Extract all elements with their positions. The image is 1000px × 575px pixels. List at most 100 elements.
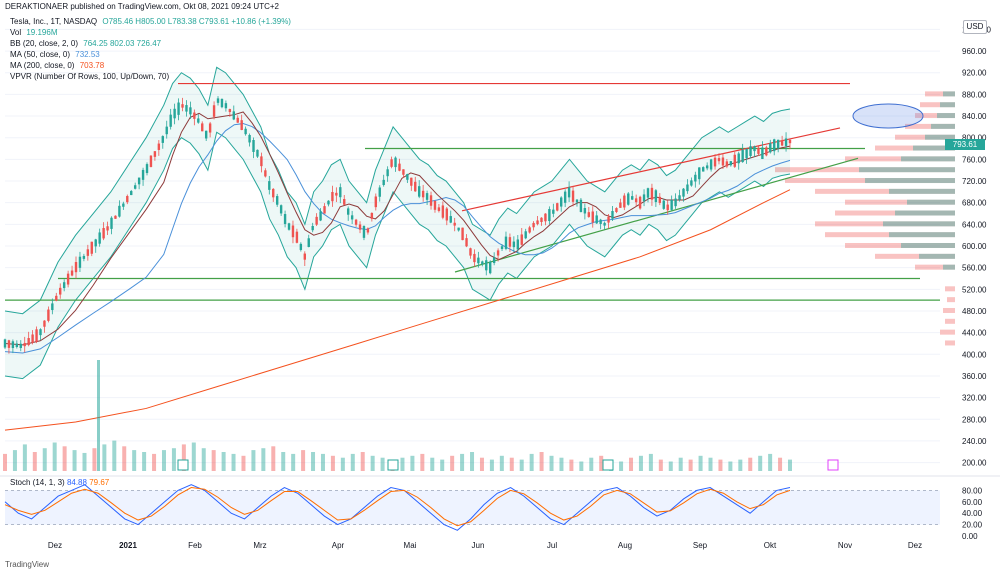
candle-body [780,140,784,146]
volume-bar [569,459,574,471]
legend-bb-label: BB (20, close, 2, 0) [10,39,79,48]
candle-body [236,117,239,123]
candle-body [417,186,421,197]
vpvr-row-up [895,210,955,216]
vpvr-row-down [905,123,955,129]
price-tick-label: 360.00 [962,372,987,381]
vpvr-row-down [943,307,955,313]
price-tick-label: 720.00 [962,177,987,186]
candle-body [489,261,492,274]
candle-body [382,179,385,186]
legend-vpvr-row: VPVR (Number Of Rows, 100, Up/Down, 70) [10,72,172,81]
currency-button[interactable]: USD [963,20,987,34]
candle-body [78,256,82,268]
volume-bar [211,450,216,471]
earnings-marker [177,459,189,471]
volume-spike-bar [97,360,100,471]
vpvr-row-down [845,156,955,162]
vpvr-row-up [859,167,955,173]
candle-body [414,181,417,192]
volume-bar [430,457,435,471]
publisher-header: DERAKTIONAER published on TradingView.co… [5,2,279,11]
candle-body [788,139,792,144]
stoch-axis[interactable]: 0.00 20.00 40.00 60.00 80.00 [962,486,983,541]
bollinger-bands [4,66,791,380]
candle-body [524,231,527,239]
candle-body [153,151,157,157]
candle-body [583,208,587,214]
candle-body [516,239,520,250]
volume-bar [152,453,157,471]
volume-bar [549,455,554,471]
candle-body [31,334,34,343]
volume-bar [778,457,783,471]
volume-bar [738,459,743,471]
volume-bar [758,455,763,471]
candle-body [713,157,717,167]
candle-body [449,216,452,223]
legend-ohlc: O785.46 H805.00 L783.38 C793.61 +10.86 (… [102,17,291,26]
volume-bar [648,453,653,471]
vpvr-row-up [913,145,955,151]
candle-body [532,222,535,228]
volume-bar [350,453,355,471]
volume-bar [519,459,524,471]
legend-ma200-label: MA (200, close, 0) [10,61,75,70]
candle-body [599,219,602,224]
candle-body [560,197,563,207]
candle-body [769,143,772,153]
candle-body [106,226,109,231]
vpvr-row-down [845,199,955,205]
candle-body [350,215,354,220]
volume-bar [579,461,584,471]
candle-body [453,222,456,226]
candle-body [378,187,381,197]
candle-body [686,184,689,192]
vpvr-row-down [945,340,955,346]
candle-body [784,138,788,146]
last-price-badge: 793.61 [945,139,985,150]
time-tick-label: Dez [48,541,62,550]
candle-body [773,139,776,152]
legend-vol-row: Vol 19.196M [10,28,61,37]
volume-bar [261,448,266,471]
candle-body [591,211,594,223]
candle-body [662,200,665,209]
candle-body [157,143,161,150]
volume-bar [201,448,206,471]
candle-body [279,205,283,214]
price-tick-label: 920.00 [962,69,987,78]
price-tick-label: 520.00 [962,285,987,294]
candle-body [244,128,247,135]
candle-body [201,123,204,132]
candle-body [114,215,117,219]
candle-body [587,212,591,217]
candle-body [410,177,413,186]
stoch-tick-label: 80.00 [962,486,983,495]
candle-body [552,209,555,214]
candle-body [327,200,330,205]
volume-bar [241,455,246,471]
candle-body [567,187,571,198]
candle-body [429,195,433,206]
volume-bar [291,453,296,471]
candle-body [556,203,559,211]
candle-body [690,180,693,186]
price-axis[interactable]: 200.00 240.00 280.00 320.00 360.00 400.00 440.… [962,25,991,467]
candle-body [173,108,176,119]
price-tick-label: 560.00 [962,264,987,273]
candle-body [433,200,437,210]
candle-body [445,208,449,221]
candle-body [705,165,709,169]
vpvr-row-down [915,264,955,270]
time-axis[interactable]: Dez 2021 Feb Mrz Apr Mai Jun Jul Aug Sep Okt Nov Dez [48,541,922,550]
candle-body [390,159,393,167]
candle-body [86,249,90,256]
volume-bar [161,450,166,471]
vpvr-row-down [815,188,955,194]
candle-body [595,215,598,224]
candle-body [197,118,200,123]
candle-body [307,238,310,247]
candle-body [512,241,516,248]
